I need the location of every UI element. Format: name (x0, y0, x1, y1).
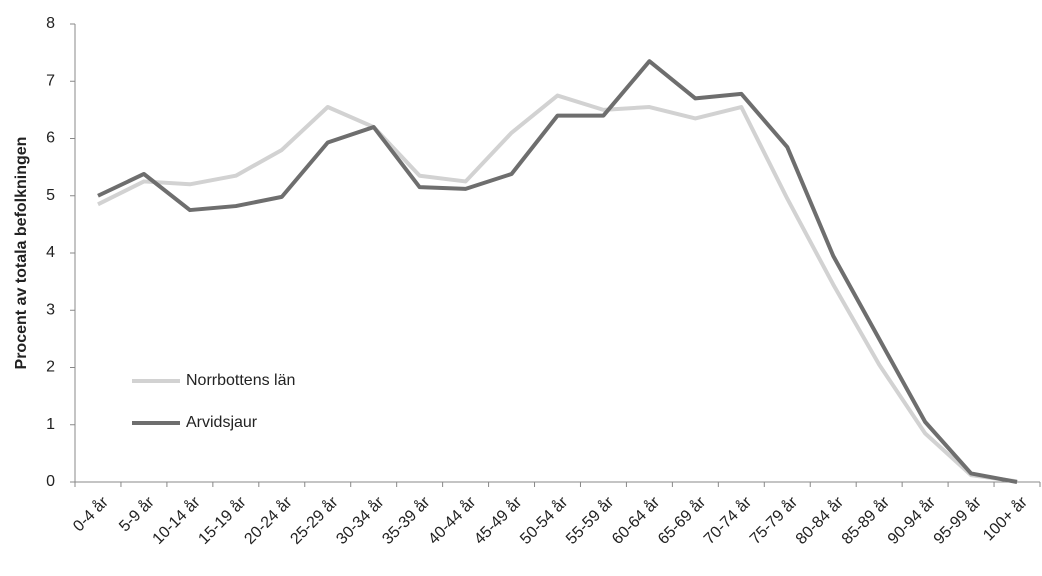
y-tick-label: 1 (46, 416, 55, 433)
legend-label: Arvidsjaur (186, 414, 258, 431)
x-tick-label: 15-19 år (195, 493, 250, 548)
line (97, 93, 1018, 484)
legend-label: Norrbottens län (186, 372, 295, 389)
y-tick-label: 2 (46, 359, 55, 376)
x-tick-label: 65-69 år (654, 493, 709, 548)
y-tick-label: 6 (46, 130, 55, 147)
x-tick-label: 0-4 år (70, 493, 113, 536)
x-tick-label: 30-34 år (333, 493, 388, 548)
x-tick-label: 55-59 år (562, 493, 617, 548)
y-tick-label: 3 (46, 301, 55, 318)
x-tick-label: 60-64 år (608, 493, 663, 548)
y-tick-label: 0 (46, 473, 55, 490)
x-tick-label: 75-79 år (746, 493, 801, 548)
x-tick-label: 50-54 år (516, 493, 571, 548)
y-tick-label: 4 (46, 244, 55, 261)
x-tick-label: 85-89 år (838, 493, 893, 548)
x-tick-label: 20-24 år (241, 493, 296, 548)
x-tick-label: 70-74 år (700, 493, 755, 548)
x-tick-label: 95-99 år (930, 493, 985, 548)
line (97, 59, 1018, 484)
y-tick-label: 7 (46, 72, 55, 89)
x-tick-label: 40-44 år (425, 493, 480, 548)
x-tick-label: 80-84 år (792, 493, 847, 548)
x-tick-label: 5-9 år (115, 493, 158, 536)
x-tick-label: 25-29 år (287, 493, 342, 548)
x-tick-label: 90-94 år (884, 493, 939, 548)
y-tick-label: 5 (46, 187, 55, 204)
x-tick-label: 100+ år (979, 493, 1031, 545)
y-tick-label: 8 (46, 15, 55, 32)
x-tick-label: 35-39 år (379, 493, 434, 548)
y-axis-title: Procent av totala befolkningen (13, 137, 30, 370)
x-tick-label: 10-14 år (149, 493, 204, 548)
x-tick-label: 45-49 år (470, 493, 525, 548)
